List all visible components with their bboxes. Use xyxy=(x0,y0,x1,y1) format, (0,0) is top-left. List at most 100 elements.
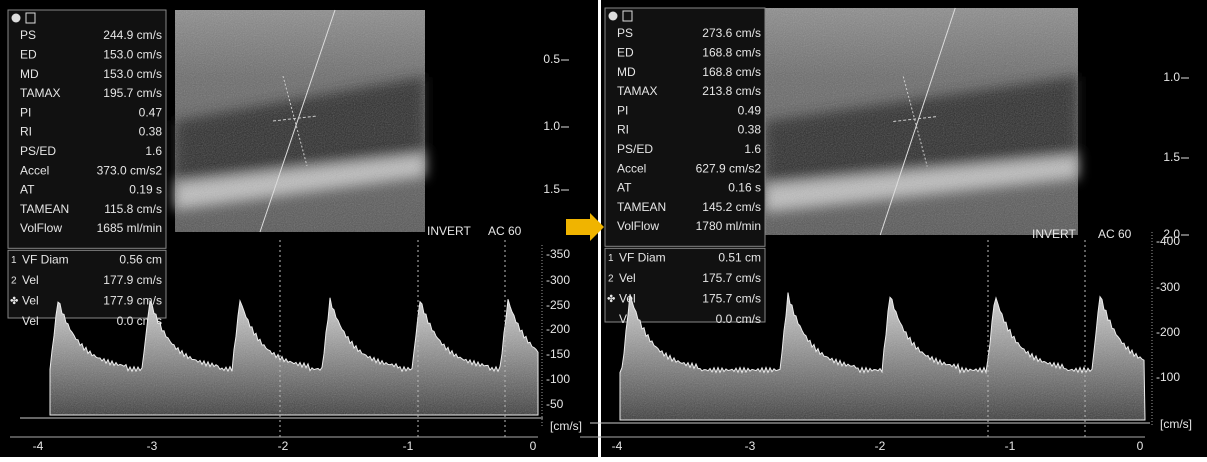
status-icon xyxy=(12,14,21,23)
velocity-tick-label: -150 xyxy=(546,347,570,361)
measurement-value: 153.0 cm/s xyxy=(103,67,162,81)
measurement-value: 0.38 xyxy=(738,123,762,137)
measurement-label: AT xyxy=(20,183,35,197)
cursor-value: 177.9 cm/s xyxy=(103,293,162,307)
cursor-value: 175.7 cm/s xyxy=(702,291,761,305)
time-tick-label: 0 xyxy=(530,439,537,453)
depth-tick-label: 1.5 xyxy=(543,182,560,196)
measurement-label: MD xyxy=(20,67,39,81)
measurement-value: 153.0 cm/s xyxy=(103,47,162,61)
depth-tick-label: 1.5 xyxy=(1163,150,1180,164)
cursor-value: 0.51 cm xyxy=(718,250,761,264)
measurement-value: 0.49 xyxy=(738,103,762,117)
depth-tick-label: 1.0 xyxy=(1163,70,1180,84)
ultrasound-screens: PS 244.9 cm/s ED 153.0 cm/s MD 153.0 cm/s TAMA… xyxy=(0,0,1207,457)
measurement-value: 145.2 cm/s xyxy=(702,200,761,214)
measurement-label: RI xyxy=(617,123,629,137)
measurement-label: RI xyxy=(20,125,32,139)
time-tick-label: -1 xyxy=(403,439,414,453)
measurement-label: VolFlow xyxy=(617,219,659,233)
measurement-value: 168.8 cm/s xyxy=(702,45,761,59)
cursor-index: 2 xyxy=(608,273,614,284)
measurement-value: 1.6 xyxy=(744,142,761,156)
cursor-index: 2 xyxy=(11,275,17,286)
measurement-label: PS/ED xyxy=(20,144,56,158)
velocity-unit: [cm/s] xyxy=(1160,417,1192,431)
depth-tick-label: 1.0 xyxy=(543,119,560,133)
cursor-value: 0.0 cm/s xyxy=(716,312,761,326)
time-tick-label: -2 xyxy=(875,439,886,453)
mode-label: INVERT xyxy=(1032,227,1076,241)
mode-label: AC 60 xyxy=(488,224,522,238)
measurement-label: ED xyxy=(20,47,37,61)
measurement-value: 195.7 cm/s xyxy=(103,86,162,100)
time-tick-label: -4 xyxy=(33,439,44,453)
measurement-value: 244.9 cm/s xyxy=(103,28,162,42)
velocity-tick-label: -400 xyxy=(1156,234,1180,248)
measurement-value: 373.0 cm/s2 xyxy=(97,163,163,177)
status-icon xyxy=(609,12,618,21)
time-tick-label: 0 xyxy=(1137,439,1144,453)
measurement-label: Accel xyxy=(617,161,646,175)
velocity-tick-label: -100 xyxy=(546,372,570,386)
cursor-value: 175.7 cm/s xyxy=(702,271,761,285)
cursor-label: Vel xyxy=(22,314,39,328)
cursor-label: Vel xyxy=(619,291,636,305)
velocity-tick-label: -200 xyxy=(546,322,570,336)
measurement-label: PS xyxy=(617,26,633,40)
velocity-tick-label: -100 xyxy=(1156,370,1180,384)
measurement-label: PI xyxy=(617,103,628,117)
measurement-label: TAMAX xyxy=(20,86,60,100)
measurement-value: 1.6 xyxy=(145,144,162,158)
measurement-label: PS xyxy=(20,28,36,42)
cursor-icon: ✤ xyxy=(10,296,18,307)
cursor-index: 1 xyxy=(11,255,17,266)
velocity-tick-label: -50 xyxy=(546,397,564,411)
time-tick-label: -1 xyxy=(1005,439,1016,453)
measurement-value: 0.16 s xyxy=(728,181,761,195)
measurement-value: 0.19 s xyxy=(129,183,162,197)
measurement-value: 1685 ml/min xyxy=(97,221,162,235)
cursor-value: 0.56 cm xyxy=(119,252,162,266)
cursor-icon: ✤ xyxy=(607,294,615,305)
measurement-label: TAMEAN xyxy=(617,200,666,214)
mode-label: INVERT xyxy=(427,224,471,238)
speckle xyxy=(765,8,1078,235)
measurement-label: TAMEAN xyxy=(20,202,69,216)
velocity-tick-label: -200 xyxy=(1156,325,1180,339)
measurement-label: ED xyxy=(617,45,634,59)
measurement-value: 213.8 cm/s xyxy=(702,84,761,98)
depth-tick-label: 0.5 xyxy=(543,52,560,66)
velocity-unit: [cm/s] xyxy=(550,419,582,433)
velocity-tick-label: -350 xyxy=(546,247,570,261)
mode-label: AC 60 xyxy=(1098,227,1132,241)
measurement-label: MD xyxy=(617,65,636,79)
measurement-value: 1780 ml/min xyxy=(696,219,761,233)
measurement-value: 627.9 cm/s2 xyxy=(696,161,762,175)
measurement-value: 0.38 xyxy=(139,125,163,139)
cursor-label: Vel xyxy=(22,273,39,287)
time-tick-label: -4 xyxy=(612,439,623,453)
velocity-tick-label: -300 xyxy=(1156,280,1180,294)
cursor-label: VF Diam xyxy=(619,250,666,264)
speckle xyxy=(175,10,425,232)
velocity-tick-label: -300 xyxy=(546,273,570,287)
time-tick-label: -3 xyxy=(745,439,756,453)
cursor-index: 1 xyxy=(608,253,614,264)
cursor-value: 177.9 cm/s xyxy=(103,273,162,287)
measurement-value: 115.8 cm/s xyxy=(104,202,162,216)
measurement-label: Accel xyxy=(20,163,49,177)
cursor-label: VF Diam xyxy=(22,252,69,266)
measurement-value: 168.8 cm/s xyxy=(702,65,761,79)
measurement-label: AT xyxy=(617,181,632,195)
measurement-label: PI xyxy=(20,105,31,119)
velocity-tick-label: -250 xyxy=(546,298,570,312)
cursor-label: Vel xyxy=(619,271,636,285)
time-tick-label: -2 xyxy=(278,439,289,453)
measurement-value: 273.6 cm/s xyxy=(702,26,761,40)
cursor-label: Vel xyxy=(22,293,39,307)
page: PS 244.9 cm/s ED 153.0 cm/s MD 153.0 cm/s TAMA… xyxy=(0,0,1207,457)
measurement-value: 0.47 xyxy=(139,105,163,119)
measurement-label: PS/ED xyxy=(617,142,653,156)
time-tick-label: -3 xyxy=(147,439,158,453)
